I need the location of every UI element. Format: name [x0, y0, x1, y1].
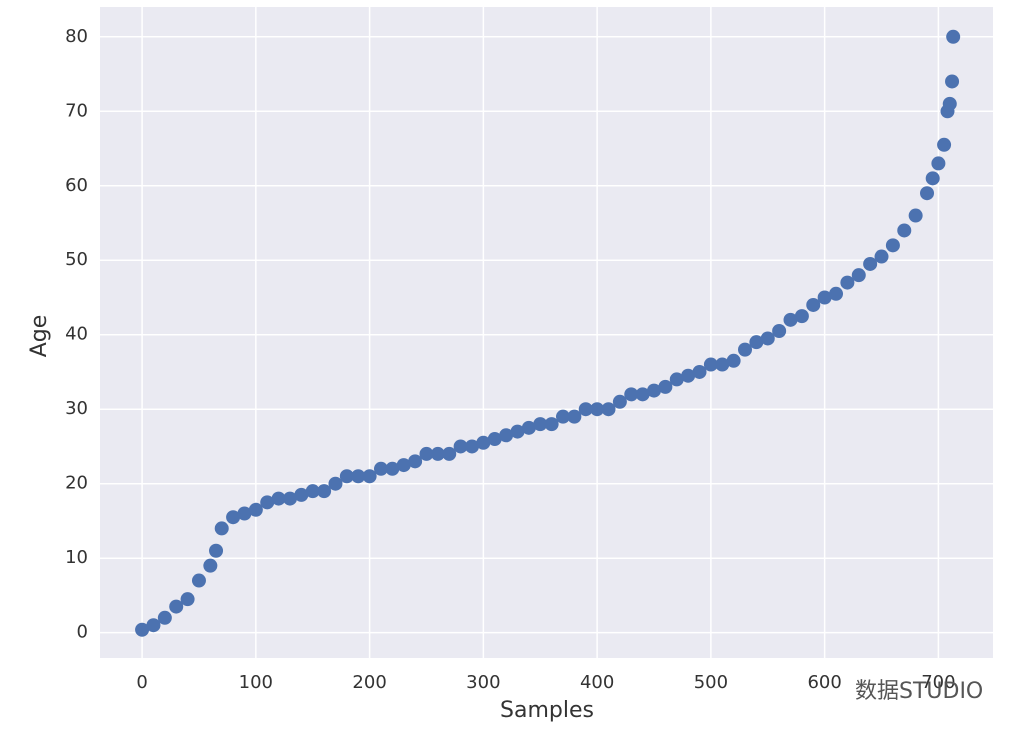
- point: [715, 357, 730, 372]
- point: [794, 309, 809, 324]
- point: [885, 238, 900, 253]
- point: [351, 469, 366, 484]
- point: [942, 96, 957, 111]
- point: [271, 491, 286, 506]
- point: [476, 435, 491, 450]
- point: [419, 446, 434, 461]
- point: [726, 353, 741, 368]
- point: [260, 495, 275, 510]
- point: [772, 324, 787, 339]
- y-tick-label: 10: [65, 547, 88, 568]
- point: [442, 446, 457, 461]
- point: [908, 208, 923, 223]
- y-tick-label: 50: [65, 249, 88, 270]
- point: [749, 335, 764, 350]
- point: [328, 476, 343, 491]
- point: [180, 592, 195, 607]
- point: [373, 461, 388, 476]
- point: [658, 379, 673, 394]
- point: [601, 402, 616, 417]
- y-axis-title: Age: [27, 315, 52, 358]
- point: [453, 439, 468, 454]
- point: [863, 256, 878, 271]
- point: [931, 156, 946, 171]
- point: [248, 502, 263, 517]
- point: [578, 402, 593, 417]
- point: [590, 402, 605, 417]
- point: [738, 342, 753, 357]
- point: [624, 387, 639, 402]
- x-tick-label: 200: [352, 672, 386, 693]
- point: [612, 394, 627, 409]
- x-tick-label: 600: [807, 672, 841, 693]
- x-tick-label: 500: [694, 672, 728, 693]
- plot-area: [100, 7, 993, 658]
- point: [533, 417, 548, 432]
- point: [146, 618, 161, 633]
- point: [783, 312, 798, 327]
- point: [408, 454, 423, 469]
- point: [851, 268, 866, 283]
- point: [499, 428, 514, 443]
- point: [464, 439, 479, 454]
- point: [237, 506, 252, 521]
- point: [521, 420, 536, 435]
- point: [544, 417, 559, 432]
- point: [510, 424, 525, 439]
- point: [760, 331, 775, 346]
- point: [487, 432, 502, 447]
- point: [157, 610, 172, 625]
- point: [305, 484, 320, 499]
- y-tick-label: 70: [65, 100, 88, 121]
- point: [203, 558, 218, 573]
- point: [294, 487, 309, 502]
- point: [945, 74, 960, 89]
- point: [317, 484, 332, 499]
- x-tick-label: 0: [136, 672, 147, 693]
- point: [567, 409, 582, 424]
- point: [362, 469, 377, 484]
- y-tick-label: 60: [65, 175, 88, 196]
- point: [214, 521, 229, 536]
- point: [669, 372, 684, 387]
- point: [874, 249, 889, 264]
- x-tick-label: 300: [466, 672, 500, 693]
- point: [385, 461, 400, 476]
- point: [920, 186, 935, 201]
- point: [135, 622, 150, 637]
- point: [897, 223, 912, 238]
- point: [555, 409, 570, 424]
- x-tick-label: 100: [239, 672, 273, 693]
- y-tick-label: 30: [65, 398, 88, 419]
- point: [692, 364, 707, 379]
- y-tick-label: 0: [77, 622, 88, 643]
- x-axis-title: Samples: [500, 698, 594, 723]
- point: [925, 171, 940, 186]
- point: [840, 275, 855, 290]
- point: [806, 297, 821, 312]
- point: [396, 458, 411, 473]
- x-tick-label: 400: [580, 672, 614, 693]
- point: [937, 137, 952, 152]
- x-tick-label: 700: [921, 672, 955, 693]
- watermark: 数据STUDIO: [855, 679, 983, 704]
- point: [209, 543, 224, 558]
- point: [226, 510, 241, 525]
- y-tick-label: 40: [65, 324, 88, 345]
- point: [169, 599, 184, 614]
- point: [191, 573, 206, 588]
- point: [339, 469, 354, 484]
- point: [946, 29, 961, 44]
- point: [430, 446, 445, 461]
- point: [703, 357, 718, 372]
- y-tick-label: 20: [65, 473, 88, 494]
- point: [282, 491, 297, 506]
- point: [647, 383, 662, 398]
- point: [635, 387, 650, 402]
- point: [829, 286, 844, 301]
- point: [681, 368, 696, 383]
- point: [817, 290, 832, 305]
- y-tick-label: 80: [65, 26, 88, 47]
